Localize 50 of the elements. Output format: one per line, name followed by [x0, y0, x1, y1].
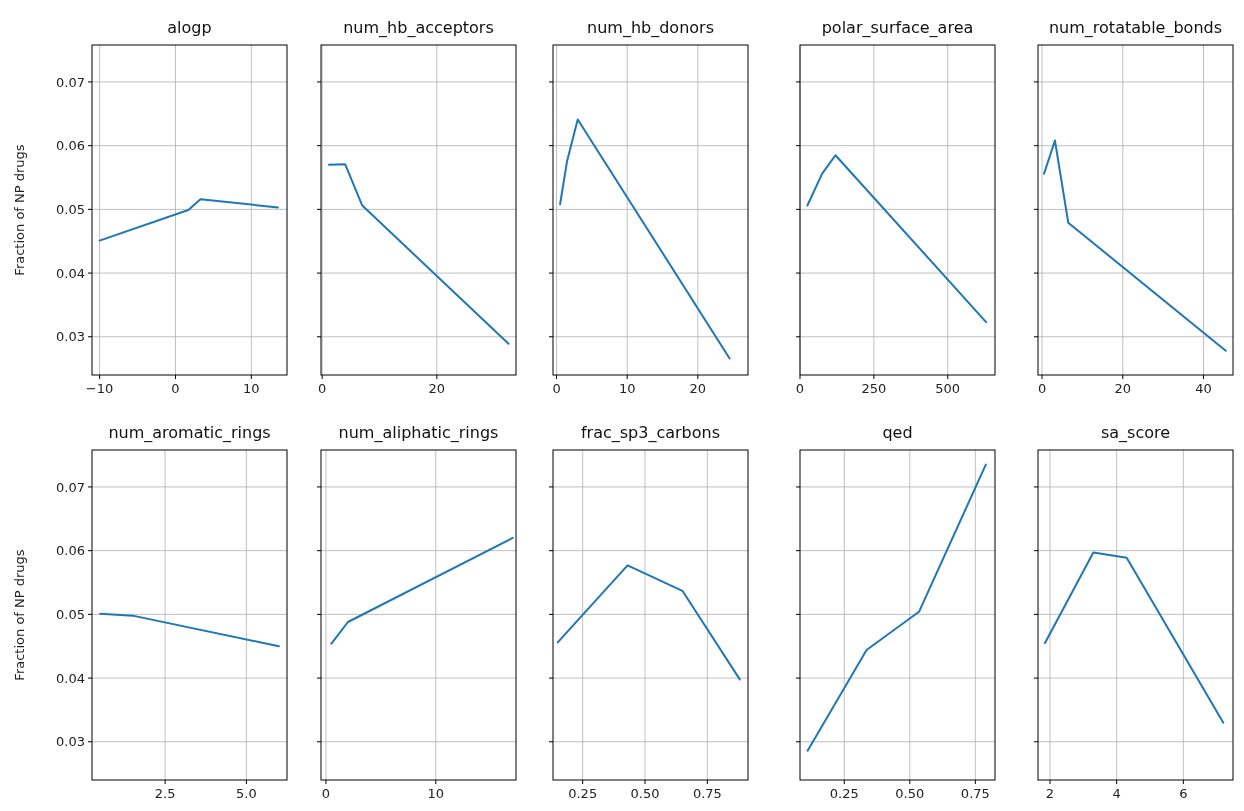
- chart-title: num_hb_acceptors: [343, 18, 494, 38]
- y-tick-label: 0.04: [56, 265, 85, 281]
- chart-title: num_aromatic_rings: [108, 423, 271, 443]
- x-tick-label: 5.0: [236, 786, 257, 801]
- x-tick-label: 250: [861, 381, 887, 396]
- chart-title: num_rotatable_bonds: [1048, 18, 1223, 38]
- chart-title: num_hb_donors: [587, 18, 714, 38]
- x-tick-label: 20: [689, 381, 707, 396]
- x-tick-label: 10: [618, 381, 636, 396]
- x-tick-label: 2: [1045, 786, 1055, 801]
- chart-title: num_aliphatic_rings: [338, 423, 499, 443]
- x-tick-label: 0.25: [568, 786, 598, 801]
- y-tick-label: 0.04: [56, 670, 85, 686]
- x-tick-label: 10: [427, 786, 445, 801]
- x-tick-label: 0.75: [692, 786, 722, 801]
- x-tick-label: 0.25: [829, 786, 859, 801]
- x-tick-label: 0: [318, 381, 327, 396]
- y-tick-label: 0.06: [56, 138, 85, 154]
- x-tick-label: 20: [428, 381, 446, 396]
- y-tick-label: 0.03: [56, 734, 85, 750]
- x-tick-label: 10: [243, 381, 260, 396]
- y-tick-label: 0.06: [56, 543, 85, 559]
- x-tick-label: 0: [321, 786, 331, 801]
- x-tick-label: 40: [1195, 381, 1212, 396]
- x-tick-label: 6: [1179, 786, 1188, 801]
- x-tick-label: 0.50: [895, 786, 925, 801]
- x-tick-label: 0.75: [960, 786, 990, 801]
- y-tick-label: 0.07: [56, 74, 85, 90]
- x-tick-label: 0: [1037, 381, 1047, 396]
- x-tick-label: 0: [552, 381, 561, 396]
- y-tick-label: 0.07: [56, 479, 85, 495]
- x-tick-label: −10: [85, 381, 114, 396]
- y-tick-label: 0.05: [56, 606, 85, 622]
- y-axis-title: Fraction of NP drugs: [12, 144, 27, 276]
- line-series: [98, 198, 279, 242]
- x-tick-label: 500: [935, 381, 961, 396]
- chart-title: sa_score: [1100, 423, 1171, 443]
- x-tick-label: 20: [1114, 381, 1132, 396]
- y-tick-label: 0.03: [56, 329, 85, 345]
- x-tick-label: 0: [171, 381, 180, 396]
- x-tick-label: 4: [1112, 786, 1121, 801]
- x-tick-label: 0: [795, 381, 805, 396]
- chart-title: qed: [882, 423, 913, 442]
- y-tick-label: 0.05: [56, 201, 85, 217]
- chart-title: polar_surface_area: [821, 18, 974, 38]
- y-axis-title: Fraction of NP drugs: [12, 549, 27, 681]
- chart-title: frac_sp3_carbons: [580, 423, 721, 443]
- x-tick-label: 2.5: [154, 786, 176, 801]
- x-tick-label: 0.50: [630, 786, 660, 801]
- chart-title: alogp: [167, 18, 212, 37]
